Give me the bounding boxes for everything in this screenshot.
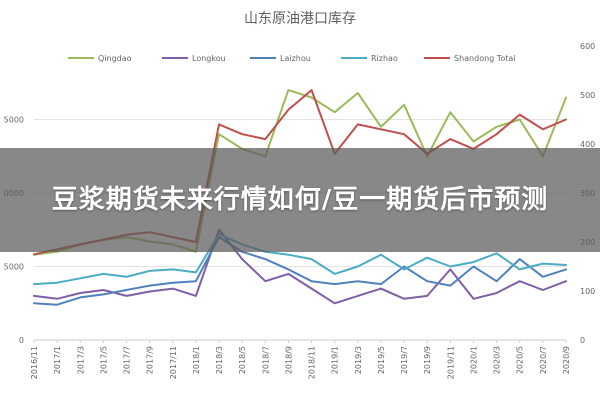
x-tick-label: 2017/7 (123, 346, 132, 374)
left-tick-label: 5000 (4, 263, 24, 272)
x-tick-label: 2017/11 (169, 346, 178, 379)
series-line-rizhao (33, 233, 567, 286)
legend-label: Longkou (192, 54, 226, 63)
x-tick-label: 2020/9 (562, 346, 571, 374)
x-tick-label: 2019/9 (423, 346, 432, 374)
right-tick-label: 100 (580, 287, 595, 296)
series-line-laizhou (33, 236, 567, 306)
x-tick-label: 2018/3 (215, 346, 224, 374)
x-tick-label: 2020/7 (539, 346, 548, 374)
left-tick-label: 0 (19, 336, 24, 345)
x-tick-label: 2018/7 (261, 346, 270, 374)
legend-label: Laizhou (280, 54, 311, 63)
x-tick-label: 2017/5 (99, 346, 108, 374)
x-tick-label: 2018/1 (192, 346, 201, 374)
legend-label: Rizhao (371, 54, 398, 63)
right-tick-label: 500 (580, 91, 595, 100)
chart-title: 山东原油港口库存 (244, 11, 356, 27)
headline-overlay: 豆浆期货未来行情如何/豆一期货后市预测 (0, 148, 600, 252)
x-tick-label: 2018/11 (308, 346, 317, 379)
x-tick-label: 2020/3 (493, 346, 502, 374)
x-tick-label: 2019/1 (331, 346, 340, 374)
x-tick-label: 2017/9 (146, 346, 155, 374)
x-tick-label: 2019/11 (446, 346, 455, 379)
x-tick-label: 2019/7 (400, 346, 409, 374)
series-line-longkou (33, 228, 567, 305)
legend: Qingdao Longkou Laizhou Rizhao Shandong Tota… (68, 54, 515, 63)
x-tick-label: 2017/1 (53, 346, 62, 374)
left-tick-label: 5000 (4, 116, 24, 125)
right-tick-label: 400 (580, 140, 595, 149)
headline-text: 豆浆期货未来行情如何/豆一期货后市预测 (51, 185, 549, 215)
x-tick-label: 2018/5 (238, 346, 247, 374)
legend-label: Qingdao (98, 54, 132, 63)
x-tick-label: 2017/3 (76, 346, 85, 374)
right-tick-label: 0 (580, 336, 585, 345)
right-tick-label: 600 (580, 42, 595, 51)
x-tick-label: 2019/5 (377, 346, 386, 374)
x-tick-label: 2019/3 (354, 346, 363, 374)
x-axis: 2016/11 2017/1 2017/3 2017/5 2017/7 2017/9 201… (30, 339, 571, 379)
x-tick-label: 2020/1 (469, 346, 478, 374)
x-tick-label: 2020/5 (516, 346, 525, 374)
x-tick-label: 2016/11 (30, 346, 39, 379)
x-tick-label: 2018/9 (284, 346, 293, 374)
legend-label: Shandong Total (454, 54, 515, 63)
